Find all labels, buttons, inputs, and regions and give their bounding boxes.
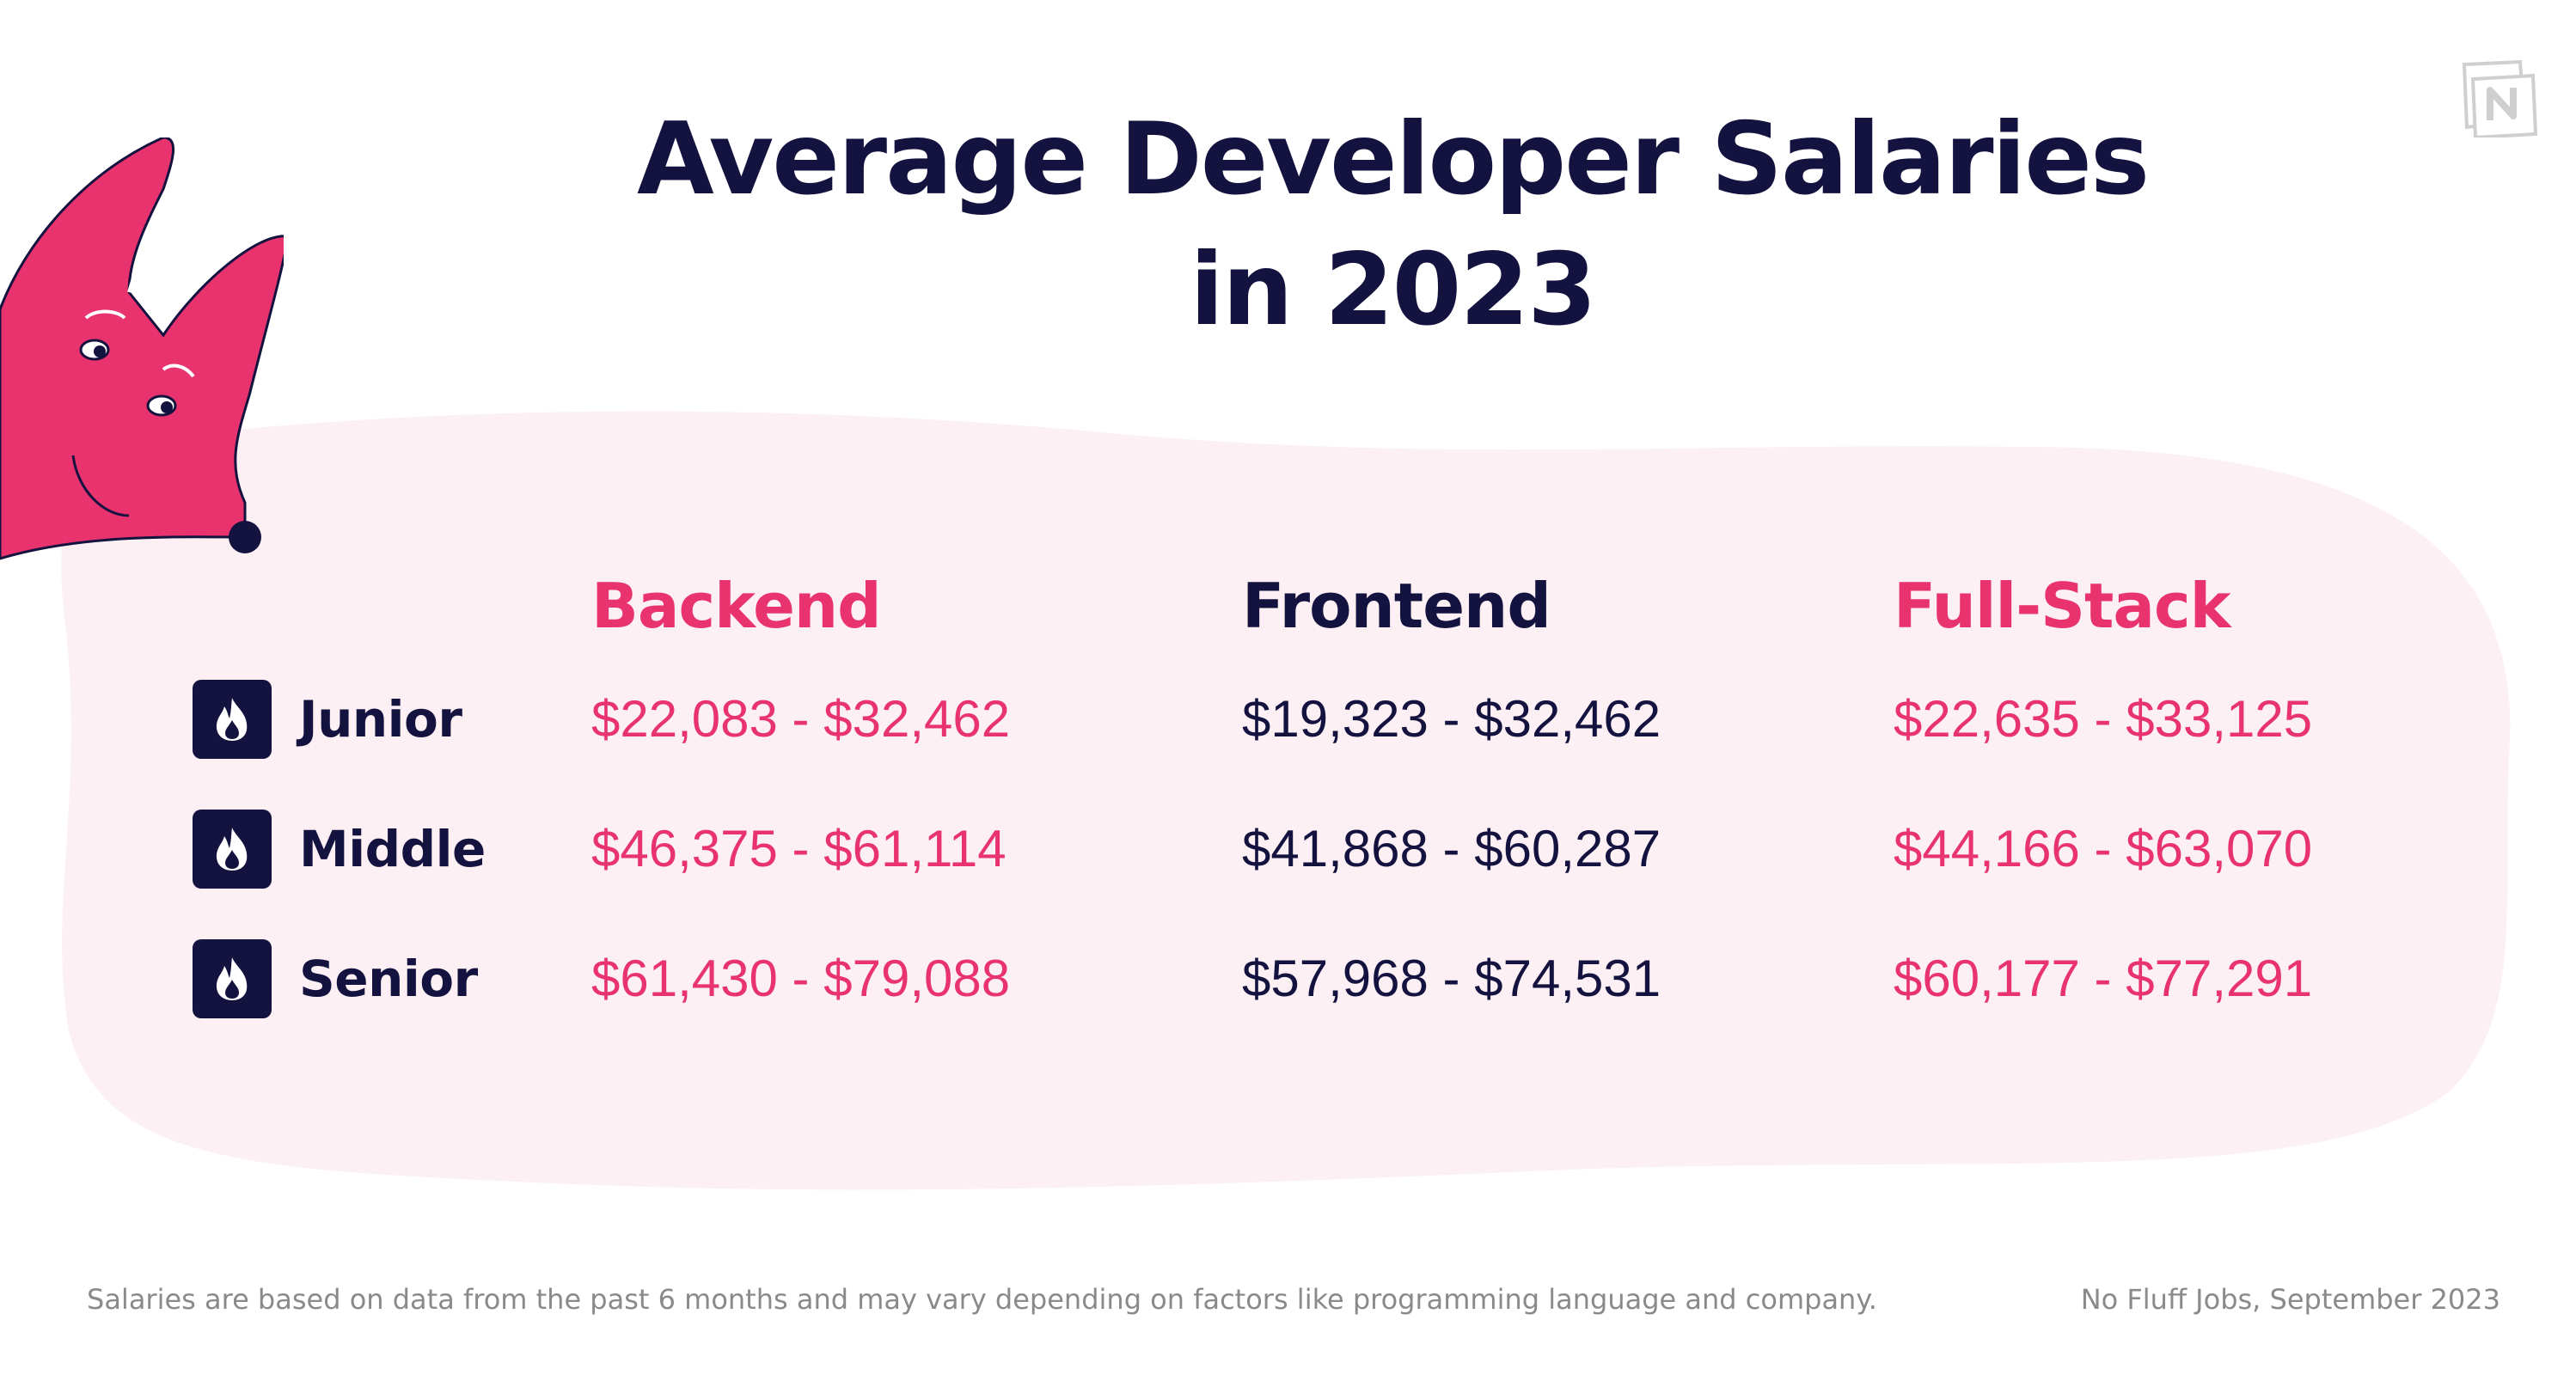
column-header-frontend: Frontend [1242,570,1551,642]
salary-cell-middle-backend: $46,375 - $61,114 [591,820,1007,877]
column-header-backend: Backend [591,570,882,642]
flame-icon [193,939,272,1018]
source-credit: No Fluff Jobs, September 2023 [2080,1283,2500,1316]
salary-cell-middle-frontend: $41,868 - $60,287 [1242,820,1661,877]
flame-icon [193,810,272,889]
salary-cell-senior-frontend: $57,968 - $74,531 [1242,950,1661,1007]
row-label-senior: Senior [193,939,478,1018]
level-label: Middle [299,820,486,878]
row-label-junior: Junior [193,680,462,759]
salary-cell-junior-frontend: $19,323 - $32,462 [1242,690,1661,748]
fox-mascot [0,138,284,560]
page-title: Average Developer Salaries in 2023 [0,95,2576,356]
footnote: Salaries are based on data from the past… [87,1283,1877,1316]
salary-cell-junior-backend: $22,083 - $32,462 [591,690,1011,748]
salary-cell-middle-full-stack: $44,166 - $63,070 [1894,820,2313,877]
salary-cell-senior-backend: $61,430 - $79,088 [591,950,1011,1007]
salary-cell-junior-full-stack: $22,635 - $33,125 [1894,690,2313,748]
title-line-1: Average Developer Salaries [636,101,2150,217]
nofluffjobs-logo-icon [2462,60,2537,138]
column-header-full-stack: Full-Stack [1894,570,2231,642]
level-label: Senior [299,950,478,1008]
flame-icon [193,680,272,759]
row-label-middle: Middle [193,810,486,889]
level-label: Junior [299,690,462,749]
salary-cell-senior-full-stack: $60,177 - $77,291 [1894,950,2313,1007]
title-line-2: in 2023 [1190,232,1597,348]
